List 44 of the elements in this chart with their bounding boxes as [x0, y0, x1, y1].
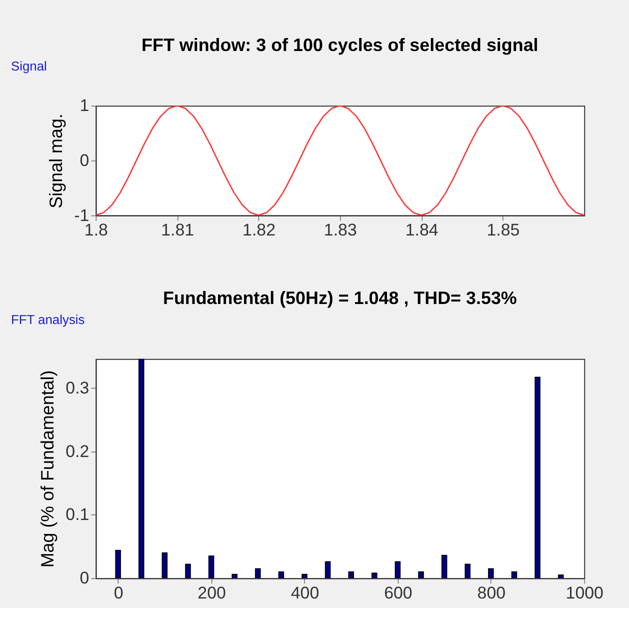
y-tick-label: 0: [80, 568, 90, 588]
y-tick-label: 0.2: [66, 442, 90, 461]
text: Signal: [10, 58, 48, 74]
bar: [441, 554, 448, 578]
x-tick-label: 1.81: [161, 220, 194, 240]
x-tick-label: 1.84: [405, 220, 438, 240]
line-series: [96, 106, 584, 216]
y-tick-label: 0: [80, 150, 90, 170]
y-axis-title: Signal mag.: [46, 114, 66, 208]
bar: [558, 574, 564, 578]
y-tick-label: 1: [80, 96, 90, 116]
bar: [324, 561, 331, 578]
bar: [534, 376, 540, 578]
text: FFT analysis: [10, 312, 85, 327]
bar: [115, 550, 121, 578]
y-tick-label: 0.1: [66, 505, 90, 524]
bar: [394, 561, 401, 578]
x-tick-label: 600: [384, 584, 412, 603]
bar: [278, 571, 284, 578]
bar: [348, 571, 354, 578]
bar: [208, 556, 214, 578]
chart-title: FFT window: 3 of 100 cycles of selected signal: [142, 34, 538, 55]
x-tick-label: 800: [477, 584, 506, 603]
chart-title: Fundamental (50Hz) = 1.048 , THD= 3.53%: [162, 288, 517, 308]
x-tick-label: 0: [114, 584, 124, 603]
bar: [162, 552, 168, 578]
bar: [488, 568, 494, 578]
y-tick-label: 0.3: [66, 378, 90, 398]
bar: [185, 564, 191, 578]
x-tick-label: 1000: [566, 584, 604, 603]
x-tick-label: 1.82: [242, 220, 276, 240]
x-tick-label: 200: [198, 584, 226, 603]
bar: [511, 571, 518, 578]
x-tick-label: 1.85: [486, 220, 520, 240]
bar: [138, 358, 144, 578]
x-tick-label: 1.83: [324, 220, 357, 240]
bar: [255, 568, 261, 578]
bar: [464, 564, 471, 578]
bar: [302, 574, 308, 578]
bar: [372, 572, 378, 578]
bar: [418, 571, 424, 578]
y-axis-title: Mag (% of Fundamental): [38, 370, 58, 568]
bar: [232, 574, 238, 578]
x-tick-label: 400: [290, 584, 320, 603]
